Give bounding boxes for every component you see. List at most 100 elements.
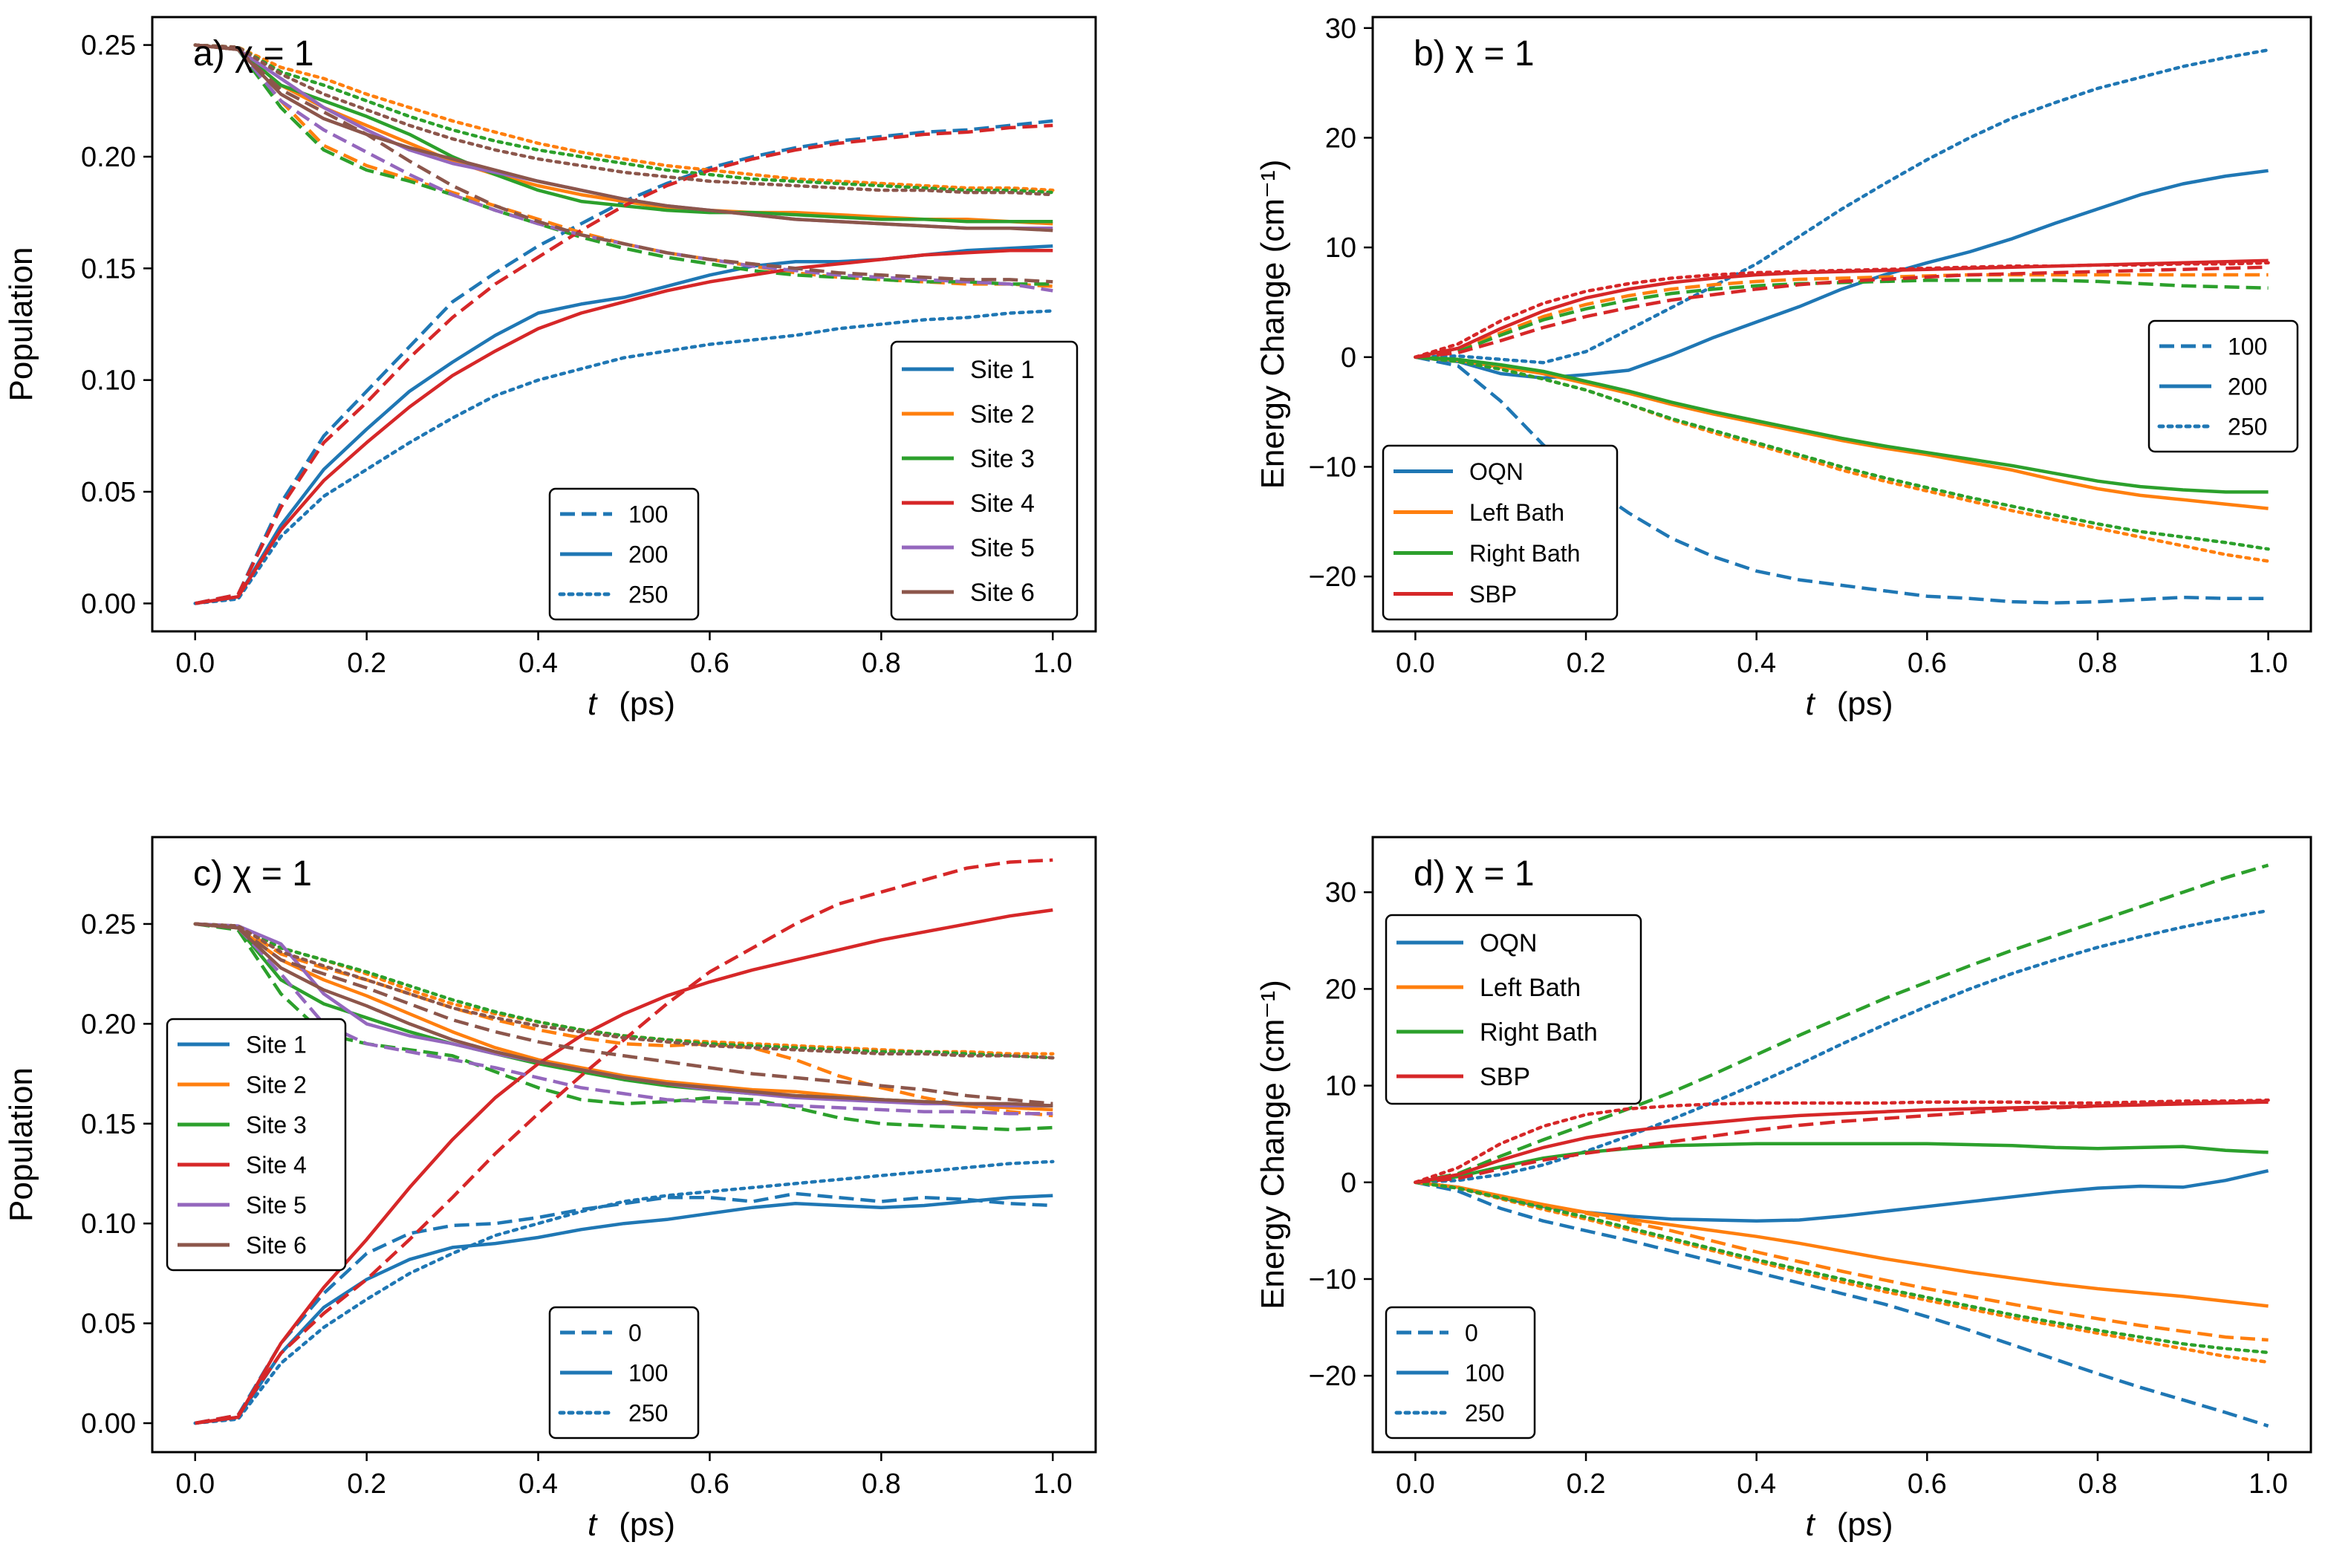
series-line-site-1-dashed [195, 1191, 1053, 1425]
y-tick-label: 0.20 [81, 142, 136, 173]
series-line-right-bath-dotted [1414, 355, 2270, 551]
legend-label: 250 [2228, 414, 2267, 440]
x-tick-label: 0.8 [2078, 1468, 2118, 1500]
series-line-site-4-dashed [195, 123, 1053, 605]
legend-label: Site 4 [970, 489, 1035, 518]
legend-label: 100 [2228, 334, 2267, 360]
legend-label: SBP [1480, 1063, 1530, 1091]
legend-label: Site 2 [970, 400, 1035, 429]
plot-frame [151, 836, 1097, 1454]
series-line-site-3-dashed [195, 43, 1053, 286]
x-tick-label: 0.4 [1737, 1468, 1776, 1500]
series-line-site-6-dotted [193, 43, 1055, 197]
plot-frame [1371, 16, 2312, 633]
x-axis-unit: (ps) [1837, 686, 1893, 722]
x-tick-label: 0.0 [175, 1468, 215, 1500]
y-tick-label: 0.10 [81, 365, 136, 397]
panel-title: a) χ = 1 [193, 34, 314, 74]
series-line-right-bath-dashed [1414, 863, 2269, 1185]
y-tick-label: 30 [1325, 877, 1356, 908]
legend-label: 250 [628, 582, 668, 608]
legend-label: OQN [1480, 929, 1537, 957]
legend-box [548, 487, 700, 621]
legend-box [1385, 914, 1642, 1105]
series-line-site-3-dashed [195, 922, 1053, 1132]
panel-b: 0.0 0.2 0.4 0.6 0.8 1.0 −20 −10 0 10 20 30 b) χ = 1 t… [1255, 13, 2312, 722]
series-line-site-1-dotted [193, 309, 1055, 605]
x-axis-symbol: t [588, 1506, 598, 1543]
series-line-site-4-solid [195, 908, 1053, 1425]
legend-label: 0 [628, 1320, 642, 1347]
x-tick-label: 0.0 [1396, 648, 1435, 679]
legend-label: Site 2 [246, 1072, 307, 1099]
x-axis-symbol: t [1805, 1506, 1815, 1543]
y-tick-label: 0.15 [81, 253, 136, 284]
style-legend: 100 200 250 [548, 487, 700, 621]
series-line-left-bath-dotted [1414, 1180, 2270, 1364]
y-axis-label: Energy Change (cm⁻¹) [1255, 160, 1291, 489]
x-tick-label: 0.2 [347, 1468, 386, 1500]
y-tick-label: 30 [1325, 13, 1356, 45]
series-group [1414, 863, 2270, 1428]
style-legend: 0 100 250 [548, 1306, 700, 1439]
series-line-oqn-dotted [1414, 908, 2270, 1185]
color-legend: OQN Left Bath Right Bath SBP [1385, 914, 1642, 1105]
y-axis-label: Population [3, 1067, 39, 1222]
x-axis-unit: (ps) [1837, 1506, 1893, 1543]
legend-label: Site 3 [970, 445, 1035, 473]
series-line-sbp-dotted [1414, 261, 2270, 360]
x-tick-label: 0.8 [862, 1468, 901, 1500]
legend-box [1382, 444, 1619, 621]
series-line-site-6-dashed [195, 922, 1053, 1106]
legend-label: Site 3 [246, 1112, 307, 1139]
y-tick-label: 10 [1325, 1071, 1356, 1102]
series-line-oqn-dotted [1414, 48, 2270, 365]
x-tick-label: 0.8 [2078, 648, 2118, 679]
series-line-site-1-solid [195, 1194, 1053, 1425]
series-group [193, 43, 1055, 605]
legend-label: 200 [2228, 374, 2267, 400]
legend-label: Site 4 [246, 1152, 307, 1179]
x-tick-label: 0.0 [175, 648, 215, 679]
series-line-right-bath-solid [1415, 355, 2269, 494]
legend-label: 250 [1465, 1400, 1504, 1427]
series-line-left-bath-solid [1415, 355, 2269, 510]
y-tick-label: −20 [1309, 1361, 1356, 1392]
legend-label: Right Bath [1469, 540, 1580, 567]
legend-label: Left Bath [1480, 974, 1581, 1002]
y-tick-label: 0.00 [81, 1408, 136, 1439]
y-tick-label: 20 [1325, 123, 1356, 154]
series-line-left-bath-dashed [1415, 273, 2269, 360]
x-tick-label: 0.4 [518, 1468, 558, 1500]
x-tick-label: 1.0 [2248, 1468, 2288, 1500]
legend-label: Site 1 [246, 1032, 307, 1058]
legend-label: Site 5 [970, 534, 1035, 562]
series-line-sbp-dotted [1414, 1098, 2270, 1185]
panel-title: d) χ = 1 [1414, 854, 1535, 894]
x-tick-label: 1.0 [2248, 648, 2288, 679]
x-tick-label: 0.2 [1567, 648, 1606, 679]
legend-box [890, 340, 1079, 621]
x-tick-label: 0.6 [1908, 1468, 1947, 1500]
x-tick-label: 1.0 [1033, 648, 1073, 679]
series-line-oqn-dashed [1414, 1180, 2269, 1428]
y-tick-label: 10 [1325, 232, 1356, 264]
series-line-site-3-dotted [193, 43, 1055, 195]
legend-label: 100 [628, 501, 668, 528]
panel-c: 0.0 0.2 0.4 0.6 0.8 1.0 0.00 0.05 0.10 0.15 0.20 0.… [3, 836, 1097, 1543]
legend-label: Site 6 [246, 1232, 307, 1259]
series-line-site-4-solid [195, 249, 1053, 605]
y-axis-label: Energy Change (cm⁻¹) [1255, 980, 1291, 1310]
legend-label: 0 [1465, 1320, 1478, 1347]
style-legend: 0 100 250 [1385, 1306, 1536, 1439]
y-tick-label: 0.10 [81, 1208, 136, 1240]
series-line-site-3-solid [195, 43, 1053, 224]
x-axis-unit: (ps) [619, 686, 675, 722]
x-axis-label: t (ps) [588, 1506, 675, 1543]
y-tick-label: 0.05 [81, 1309, 136, 1340]
color-legend: Site 1 Site 2 Site 3 Site 4 Site 5 Site 6 [890, 340, 1079, 621]
x-axis-label: t (ps) [588, 686, 675, 722]
y-tick-label: 0.25 [81, 30, 136, 62]
x-tick-label: 0.0 [1396, 1468, 1435, 1500]
